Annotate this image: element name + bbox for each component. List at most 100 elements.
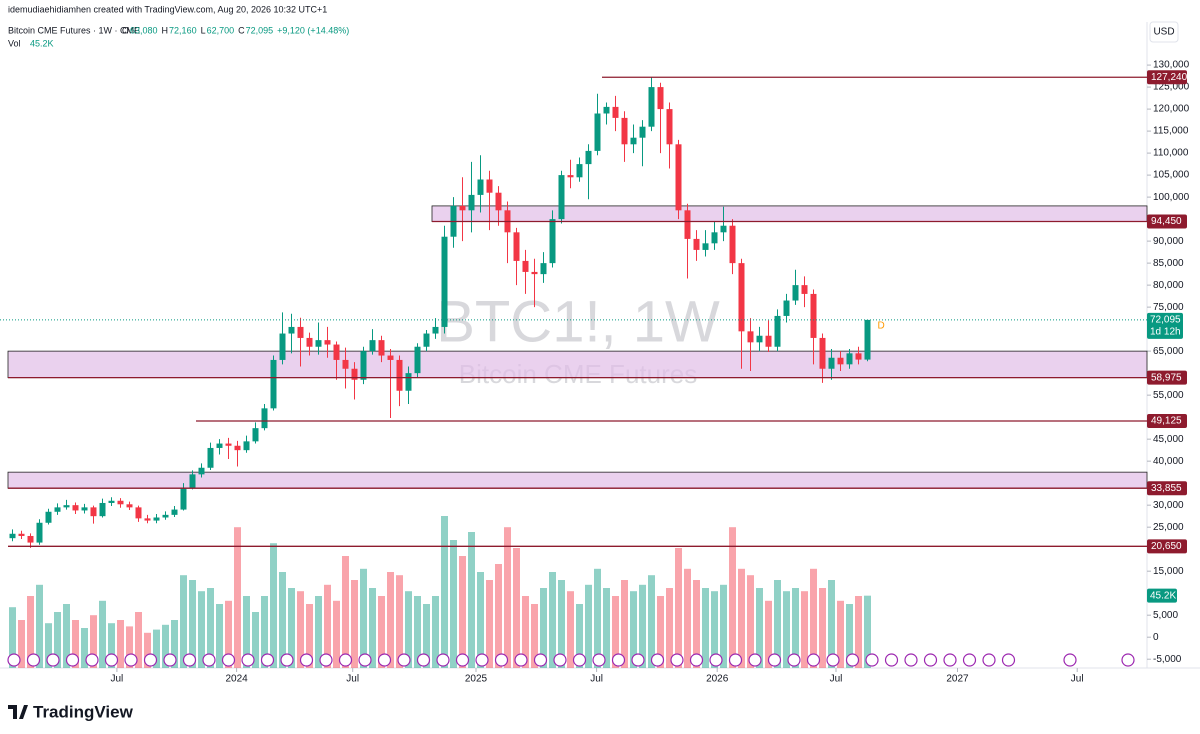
volume-bar — [540, 588, 547, 668]
watermark-symbol: BTC1!, 1W — [436, 289, 720, 354]
candle-body — [378, 340, 385, 356]
y-tick-label: 105,000 — [1153, 170, 1190, 181]
candle-body — [198, 467, 205, 475]
candle-body — [621, 117, 628, 145]
event-icon — [943, 653, 957, 667]
y-tick-label: 130,000 — [1153, 60, 1190, 71]
event-icon — [923, 653, 938, 667]
volume-bar — [90, 615, 97, 668]
x-tick-label: Jul — [590, 674, 603, 685]
volume-bar — [117, 620, 124, 668]
volume-bar — [729, 527, 736, 668]
candle-body — [531, 271, 538, 275]
volume-bar — [351, 580, 358, 668]
volume-bar — [144, 632, 151, 668]
candle-body — [144, 518, 151, 521]
volume-bar — [522, 596, 529, 668]
candle-body — [684, 210, 691, 239]
candle-body — [171, 509, 178, 515]
x-tick-label: 2025 — [465, 674, 488, 685]
event-icon — [377, 653, 392, 667]
level-tag — [1147, 414, 1187, 429]
event-icon — [338, 653, 353, 667]
brand-name: TradingView — [33, 702, 134, 721]
volume-bar — [378, 596, 385, 668]
y-tick-label: 80,000 — [1153, 280, 1184, 291]
volume-bar — [648, 575, 655, 668]
event-icon — [514, 653, 528, 667]
volume-bar — [657, 596, 664, 668]
candle-body — [513, 232, 520, 261]
x-tick-label: Jul — [111, 674, 124, 685]
y-tick-label: 120,000 — [1153, 104, 1190, 115]
currency-button[interactable] — [1149, 21, 1179, 43]
candle-body — [720, 225, 727, 233]
volume-bar — [864, 595, 871, 668]
y-tick-label: 100,000 — [1153, 192, 1190, 203]
volume-bar — [126, 626, 133, 668]
ohlc-value: 62,700 — [207, 25, 235, 35]
candle-body — [90, 507, 97, 517]
candle-body — [693, 238, 700, 250]
event-icon — [904, 653, 918, 667]
volume-bar — [495, 564, 502, 668]
volume-bar — [324, 584, 331, 668]
candle-body — [441, 236, 448, 327]
candle-body — [153, 517, 160, 521]
ohlc-key: C — [238, 25, 245, 35]
event-icon — [650, 653, 665, 667]
event-icon — [260, 653, 275, 667]
volume-bar — [405, 591, 412, 668]
volume-bar — [459, 556, 466, 668]
volume-bar — [621, 580, 628, 668]
volume-bar — [81, 628, 88, 668]
volume-bar — [198, 591, 205, 668]
volume-bar — [432, 596, 439, 668]
event-icon — [124, 653, 138, 667]
candle-body — [675, 144, 682, 211]
candle-body — [297, 326, 304, 338]
event-icon — [982, 653, 996, 667]
candle-body — [351, 368, 358, 380]
volume-bar — [63, 604, 70, 668]
y-tick-label: 40,000 — [1153, 456, 1184, 467]
volume-tag-label: 45.2K — [1150, 590, 1176, 601]
level-tag — [1147, 370, 1187, 385]
y-tick-label: -5,000 — [1153, 654, 1182, 665]
x-tick-label: Jul — [346, 674, 359, 685]
volume-bar — [387, 572, 394, 668]
candle-body — [126, 504, 133, 508]
candle-body — [711, 232, 718, 244]
candle-body — [846, 353, 853, 365]
event-icon — [1063, 653, 1077, 667]
candle-body — [792, 285, 799, 301]
ohlc-value: 72,095 — [246, 25, 274, 35]
candle-body — [279, 333, 286, 360]
event-icon — [280, 653, 294, 667]
candle-body — [738, 263, 745, 332]
y-tick-label: 45,000 — [1153, 434, 1184, 445]
zone — [431, 205, 1148, 222]
candle-body — [261, 408, 268, 429]
candle-body — [702, 243, 709, 250]
event-icon — [709, 653, 723, 667]
volume-tag — [1147, 588, 1177, 603]
volume-bar — [702, 588, 709, 668]
volume-bar — [153, 629, 160, 668]
candle-body — [135, 507, 142, 519]
candle-body — [324, 340, 331, 345]
volume-bar — [531, 604, 538, 668]
volume-bar — [567, 591, 574, 668]
volume-bar — [828, 580, 835, 668]
candle-body — [162, 514, 169, 518]
candle-body — [576, 164, 583, 178]
currency[interactable]: USD — [1153, 27, 1174, 38]
last-price-tag — [1147, 312, 1183, 339]
volume-bar — [477, 572, 484, 668]
y-tick-label: 85,000 — [1153, 258, 1184, 269]
volume-bar — [261, 596, 268, 668]
candle-body — [18, 533, 25, 536]
volume-bar — [54, 612, 61, 668]
volume-bar — [27, 596, 34, 668]
event-icon — [416, 653, 431, 667]
